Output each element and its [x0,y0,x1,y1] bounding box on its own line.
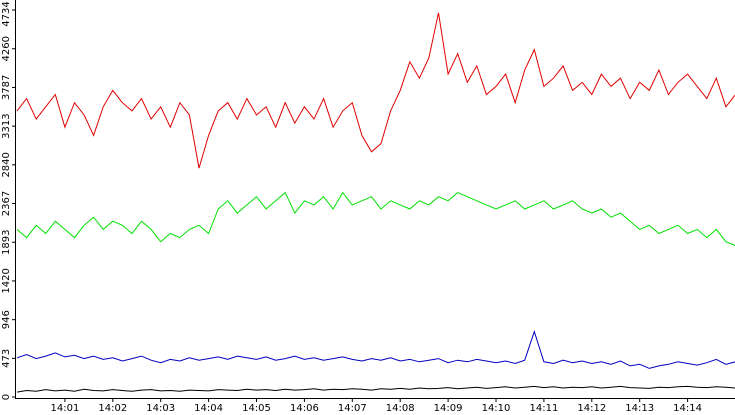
x-tick-label: 14:04 [194,403,223,414]
x-tick-label: 14:13 [625,403,654,414]
y-tick-label: 3787 [1,75,12,100]
y-tick-label: 0 [1,394,12,400]
x-tick-label: 14:14 [673,403,702,414]
y-tick-label: 3313 [1,113,12,138]
x-tick-label: 14:02 [98,403,127,414]
x-tick-label: 14:01 [50,403,79,414]
x-tick-label: 14:05 [242,403,271,414]
x-tick-label: 14:10 [482,403,511,414]
x-tick-label: 14:08 [386,403,415,414]
x-tick-label: 14:07 [338,403,367,414]
x-tick-label: 14:09 [434,403,463,414]
series-line [16,329,735,369]
series-line [16,191,735,247]
y-tick-label: 1893 [1,230,12,255]
y-tick-label: 2840 [1,152,12,177]
x-tick-label: 14:11 [529,403,558,414]
y-tick-label: 4260 [1,36,12,61]
x-tick-label: 14:06 [290,403,319,414]
x-tick-label: 14:03 [146,403,175,414]
y-tick-label: 2367 [1,191,12,216]
series-line [16,385,735,393]
x-tick-label: 14:12 [577,403,606,414]
y-tick-label: 1420 [1,268,12,293]
y-tick-label: 473 [1,349,12,368]
y-tick-label: 946 [1,310,12,329]
y-tick-label: 4734 [1,1,12,26]
series-line [16,12,735,169]
